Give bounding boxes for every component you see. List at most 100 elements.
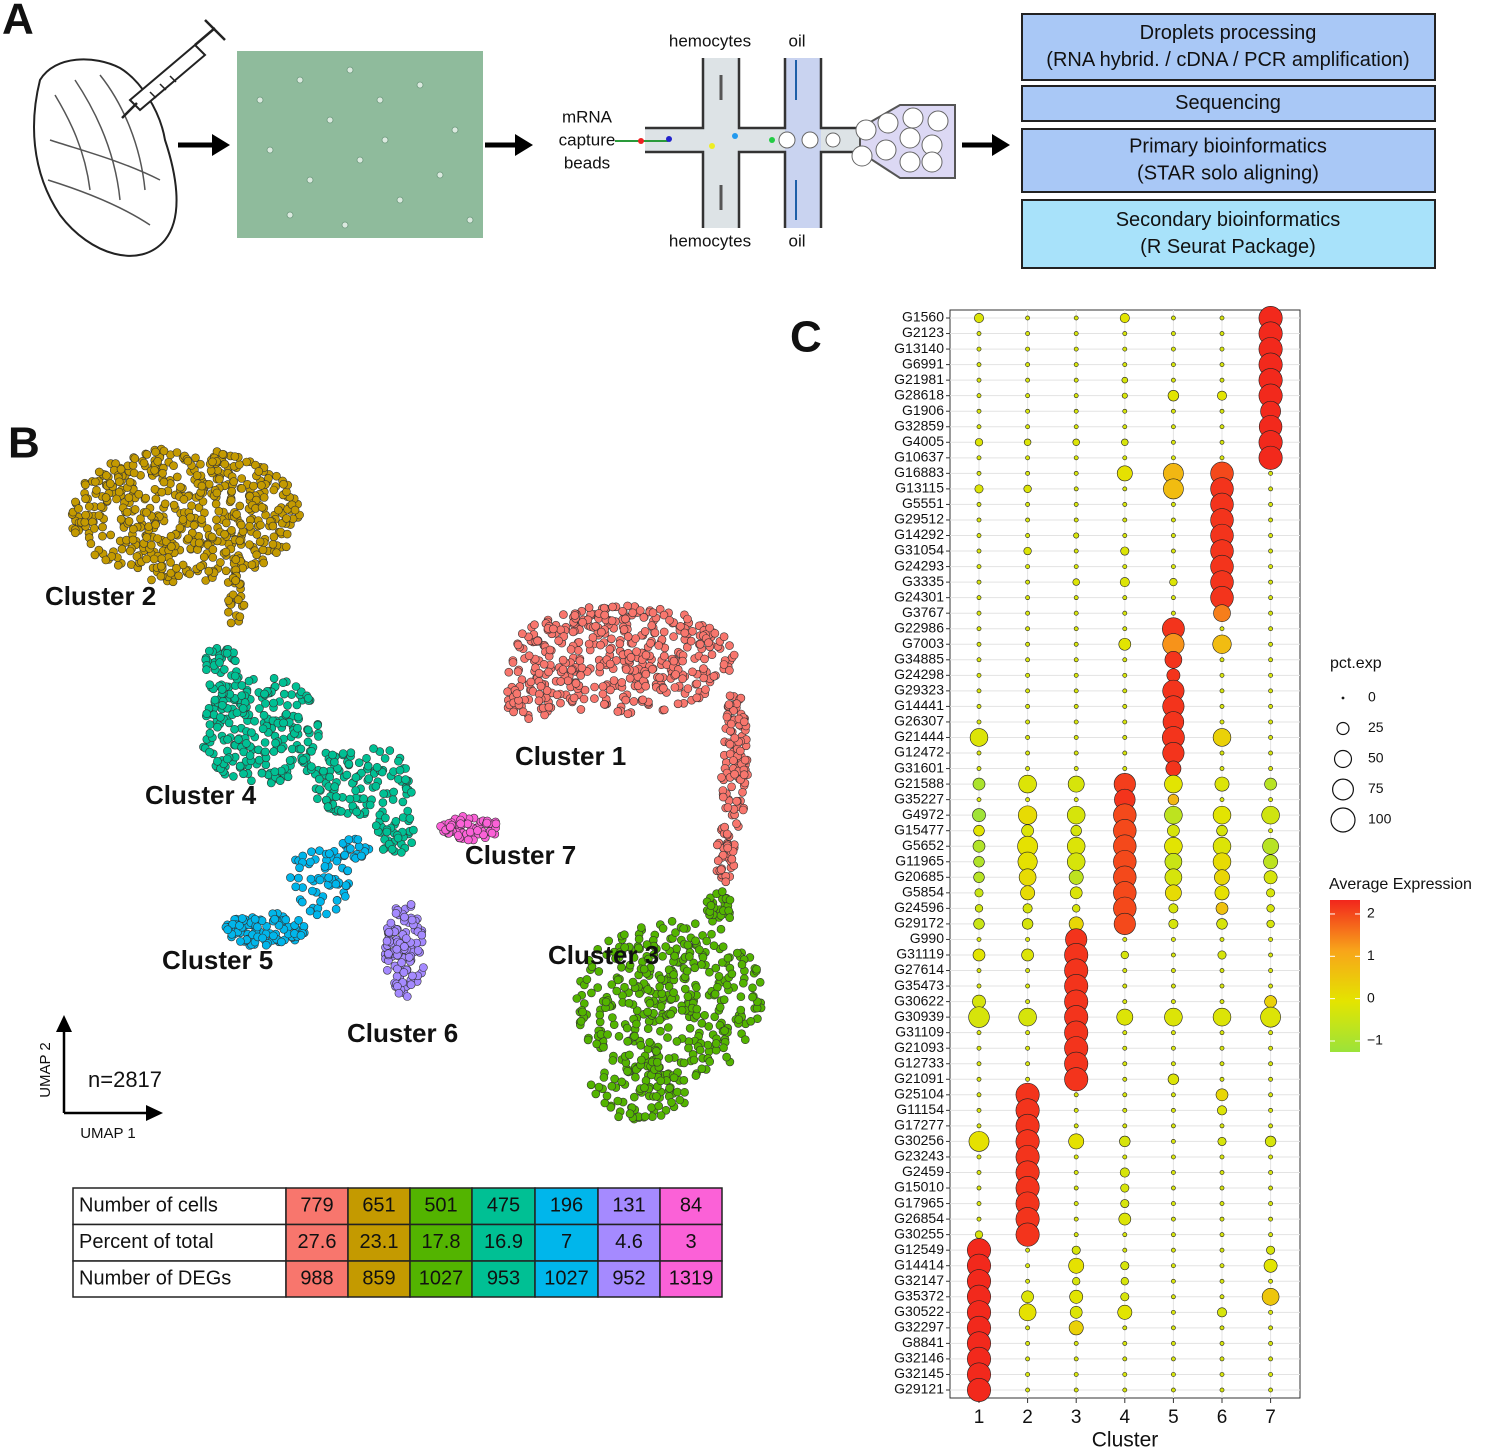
table-cell — [285, 1223, 349, 1262]
umap-point — [504, 667, 514, 677]
umap-point — [117, 544, 127, 554]
umap-point — [142, 554, 151, 564]
umap-point — [353, 835, 363, 844]
umap-point — [343, 866, 353, 876]
umap-point — [463, 835, 473, 845]
umap-point — [615, 639, 625, 649]
umap-point — [232, 708, 242, 718]
dot — [1073, 1154, 1079, 1160]
umap-point — [274, 505, 283, 515]
dot — [1020, 885, 1035, 901]
y-tick-label: G14414 — [894, 1256, 944, 1272]
umap-point — [395, 765, 405, 775]
hemocytes-label: hemocytes — [669, 31, 751, 50]
umap-point — [282, 514, 291, 523]
dot — [1215, 1088, 1229, 1102]
umap-point — [727, 854, 737, 864]
dot — [1217, 390, 1227, 401]
umap-point — [223, 735, 232, 744]
umap-point — [641, 650, 651, 660]
umap-point — [601, 997, 611, 1007]
dot — [1268, 828, 1273, 834]
table-cell — [534, 1187, 599, 1226]
dot — [1214, 885, 1230, 901]
dot — [1069, 1306, 1083, 1319]
umap-point — [678, 656, 687, 666]
dot — [1171, 424, 1176, 430]
y-tick-label: G24293 — [894, 557, 944, 573]
dot — [1171, 1278, 1176, 1284]
umap-point — [650, 628, 660, 638]
legend-label: 0 — [1368, 689, 1376, 705]
umap-point — [147, 575, 156, 585]
dot — [1025, 983, 1030, 989]
umap-point — [748, 992, 757, 1002]
dot — [1025, 657, 1030, 663]
dot — [1164, 837, 1183, 856]
umap-point — [554, 636, 563, 646]
umap-point — [599, 699, 609, 709]
umap-point — [730, 769, 739, 779]
x-tick-label: 3 — [1071, 1407, 1082, 1428]
umap-point — [598, 682, 608, 691]
dot — [1122, 346, 1128, 352]
umap-point — [678, 674, 687, 684]
dot — [1025, 331, 1030, 336]
cell-value: 7 — [561, 1231, 572, 1253]
umap-point — [205, 728, 215, 738]
dot — [972, 777, 986, 791]
umap-point — [385, 746, 395, 755]
umap-point — [563, 676, 573, 686]
dot — [1021, 1290, 1034, 1304]
umap-point — [709, 671, 719, 681]
dot — [1025, 564, 1030, 569]
dot — [976, 377, 982, 383]
dot — [1025, 1356, 1030, 1362]
dot — [1219, 408, 1225, 414]
umap-point — [725, 691, 735, 701]
dot — [1163, 478, 1184, 500]
umap-point — [255, 704, 264, 713]
dot — [1025, 766, 1030, 771]
umap-point — [208, 545, 218, 554]
arrow — [178, 134, 1010, 156]
umap-point — [256, 520, 265, 530]
umap-point — [701, 685, 710, 694]
dot — [1171, 1263, 1176, 1269]
umap-point — [713, 856, 723, 866]
dot — [976, 1123, 982, 1129]
umap-point — [692, 679, 702, 689]
umap-point — [683, 940, 693, 950]
dot — [1118, 637, 1132, 651]
dot — [1018, 805, 1038, 825]
umap-point — [705, 967, 714, 977]
legend-title: pct.exp — [1330, 655, 1382, 672]
umap-point — [269, 485, 279, 495]
umap-point — [655, 1015, 665, 1025]
umap-point — [365, 800, 375, 810]
umap-point — [407, 838, 417, 848]
umap-point — [199, 552, 209, 562]
umap-point — [354, 758, 364, 768]
dot — [1069, 1289, 1084, 1304]
cell-value: 952 — [612, 1267, 645, 1289]
dot — [1268, 983, 1273, 989]
dot — [976, 657, 982, 663]
dot — [976, 1076, 982, 1082]
umap-point — [487, 828, 497, 838]
umap-point — [125, 546, 135, 556]
umap-point — [659, 610, 669, 620]
umap-point — [272, 548, 281, 558]
umap-point — [625, 1109, 635, 1118]
dot — [1217, 1105, 1227, 1116]
umap-point — [115, 477, 124, 487]
dot — [1262, 837, 1279, 855]
dot — [976, 797, 982, 803]
y-tick-label: G31119 — [896, 946, 944, 962]
umap-point — [153, 457, 162, 466]
y-tick-label: G12733 — [894, 1054, 944, 1070]
umap-point — [613, 975, 623, 985]
umap-point — [223, 925, 232, 935]
umap-point — [151, 494, 161, 504]
